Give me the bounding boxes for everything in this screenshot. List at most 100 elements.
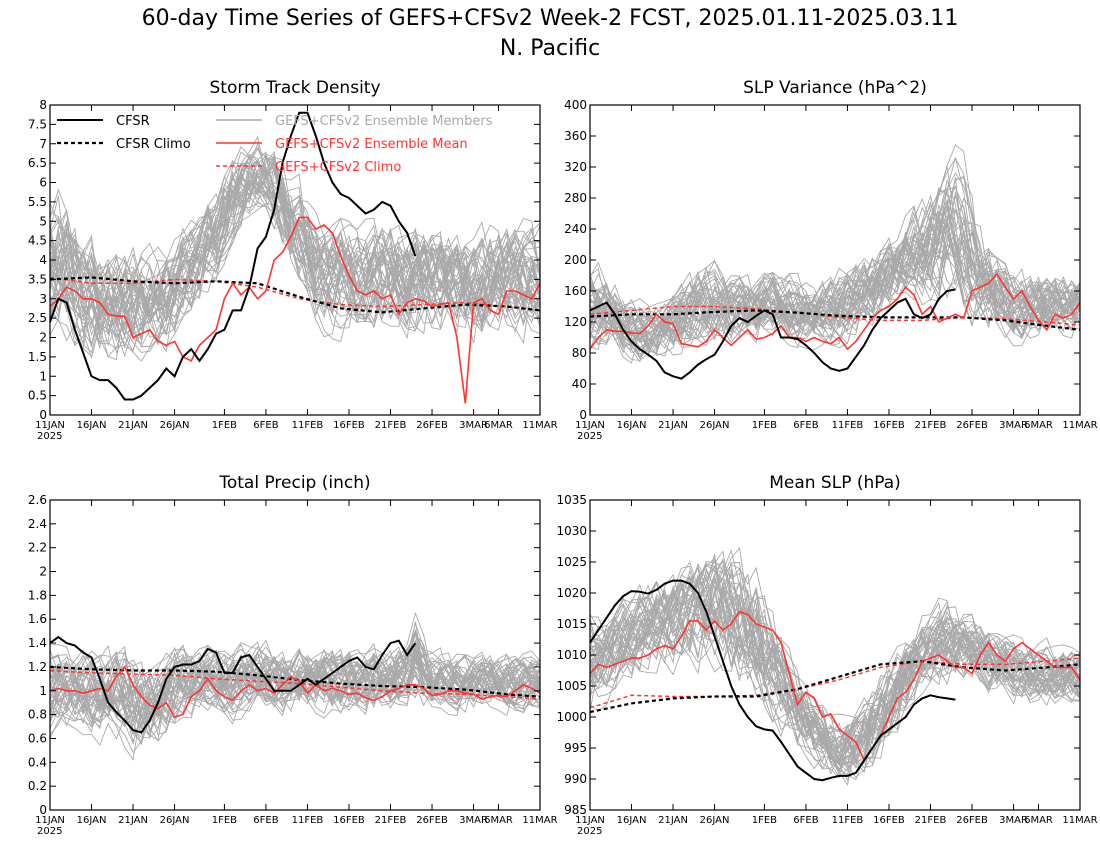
y-tick-label: 1.2	[28, 660, 47, 674]
figure-title: 60-day Time Series of GEFS+CFSv2 Week-2 …	[141, 6, 959, 31]
ensemble-members	[49, 611, 541, 761]
ensemble-member-line	[589, 172, 1081, 358]
y-tick-label: 990	[564, 772, 587, 786]
y-tick-label: 0.4	[28, 755, 47, 769]
ensemble-member-line	[49, 644, 541, 742]
y-tick-label: 1030	[556, 524, 587, 538]
x-tick-label: 6MAR	[484, 420, 513, 431]
y-tick-label: 0	[39, 803, 47, 817]
panel-title: SLP Variance (hPa^2)	[743, 78, 927, 98]
x-tick-label: 16FEB	[333, 815, 365, 826]
x-tick-label: 6MAR	[484, 815, 513, 826]
y-tick-label: 1025	[556, 555, 587, 569]
x-tick-label: 21FEB	[375, 420, 407, 431]
x-tick-label: 16JAN	[617, 420, 647, 431]
ensemble-member-line	[589, 562, 1081, 772]
x-tick-label: 11FEB	[832, 815, 864, 826]
x-tick-label: 26JAN	[160, 420, 190, 431]
x-tick-label: 11JAN	[35, 815, 65, 826]
x-tick-label: 11JAN	[35, 420, 65, 431]
ensemble-member-line	[589, 579, 1081, 776]
y-tick-label: 1020	[556, 586, 587, 600]
x-tick-label: 6FEB	[253, 815, 278, 826]
ensemble-member-line	[589, 570, 1081, 766]
x-tick-label: 26JAN	[160, 815, 190, 826]
ensemble-mean-line	[49, 665, 541, 718]
ensemble-member-line	[589, 210, 1081, 355]
y-tick-label: 7.5	[28, 117, 47, 131]
y-tick-label: 2.2	[28, 541, 47, 555]
x-year-label: 2025	[577, 431, 602, 442]
y-tick-label: 1015	[556, 617, 587, 631]
y-tick-label: 5.5	[28, 195, 47, 209]
y-tick-label: 5	[39, 214, 47, 228]
y-tick-label: 1	[39, 369, 47, 383]
x-tick-label: 16JAN	[77, 420, 107, 431]
x-tick-label: 11JAN	[575, 815, 605, 826]
ensemble-member-line	[589, 584, 1081, 757]
ensemble-member-line	[589, 581, 1081, 761]
panel-title: Total Precip (inch)	[218, 473, 370, 493]
ensemble-member-line	[49, 646, 541, 746]
y-tick-label: 240	[564, 222, 587, 236]
y-tick-label: 1	[39, 684, 47, 698]
x-tick-label: 21JAN	[658, 420, 688, 431]
ensemble-member-line	[589, 560, 1081, 766]
ensemble-member-line	[589, 195, 1081, 342]
ensemble-member-line	[49, 151, 541, 330]
x-tick-label: 26FEB	[956, 420, 988, 431]
y-tick-label: 8	[39, 98, 47, 112]
y-tick-label: 160	[564, 284, 587, 298]
ensemble-member-line	[589, 224, 1081, 361]
x-tick-label: 6MAR	[1024, 420, 1053, 431]
ensemble-member-line	[589, 209, 1081, 349]
ensemble-member-line	[589, 553, 1081, 773]
x-tick-label: 21JAN	[658, 815, 688, 826]
x-tick-label: 3MAR	[459, 815, 488, 826]
ensemble-member-line	[589, 594, 1081, 756]
y-tick-label: 0	[579, 408, 587, 422]
ensemble-member-line	[49, 161, 541, 332]
ensemble-member-line	[49, 170, 541, 354]
panel-title: Mean SLP (hPa)	[769, 473, 901, 493]
ensemble-member-line	[589, 564, 1081, 765]
x-tick-label: 11MAR	[1062, 815, 1097, 826]
x-tick-label: 11JAN	[575, 420, 605, 431]
x-tick-label: 11MAR	[522, 815, 557, 826]
ensemble-member-line	[589, 562, 1081, 750]
ensemble-mean-line	[589, 272, 1081, 351]
figure-subtitle: N. Pacific	[499, 36, 601, 61]
y-tick-label: 3.5	[28, 272, 47, 286]
y-tick-label: 360	[564, 129, 587, 143]
y-tick-label: 1010	[556, 648, 587, 662]
x-tick-label: 21JAN	[118, 420, 148, 431]
legend: CFSR CFSR Climo GEFS+CFSv2 Ensemble Member…	[57, 114, 493, 175]
ensemble-member-line	[589, 576, 1081, 751]
y-tick-label: 200	[564, 253, 587, 267]
x-year-label: 2025	[37, 826, 62, 837]
x-tick-label: 16JAN	[617, 815, 647, 826]
x-tick-label: 11MAR	[1062, 420, 1097, 431]
legend-ensemble-mean-label: GEFS+CFSv2 Ensemble Mean	[275, 137, 468, 152]
ensemble-members	[589, 144, 1081, 364]
y-tick-label: 0.2	[28, 779, 47, 793]
y-tick-label: 1.8	[28, 588, 47, 602]
y-tick-label: 0	[39, 408, 47, 422]
y-tick-label: 400	[564, 98, 587, 112]
ensemble-member-line	[49, 142, 541, 353]
y-tick-label: 6	[39, 176, 47, 190]
legend-gefs-climo-label: GEFS+CFSv2 Climo	[275, 160, 401, 175]
ensemble-member-line	[49, 171, 541, 322]
y-tick-label: 0.5	[28, 389, 47, 403]
y-tick-label: 120	[564, 315, 587, 329]
x-tick-label: 26FEB	[416, 420, 448, 431]
ensemble-member-line	[589, 579, 1081, 779]
y-tick-label: 0.6	[28, 731, 47, 745]
x-tick-label: 1FEB	[212, 420, 237, 431]
x-tick-label: 1FEB	[212, 815, 237, 826]
y-tick-label: 40	[572, 377, 587, 391]
cfsr-line	[49, 635, 417, 734]
x-tick-label: 16FEB	[333, 420, 365, 431]
y-tick-label: 985	[564, 803, 587, 817]
